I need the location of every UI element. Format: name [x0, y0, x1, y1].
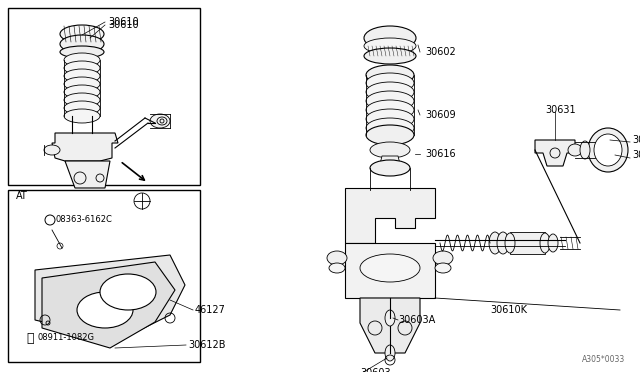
Polygon shape — [35, 255, 185, 340]
Bar — [510, 232, 545, 254]
Ellipse shape — [385, 345, 395, 361]
Text: 30612B: 30612B — [188, 340, 225, 350]
Text: 30610: 30610 — [108, 17, 139, 27]
Ellipse shape — [64, 85, 100, 99]
Ellipse shape — [366, 118, 414, 138]
Text: 30602: 30602 — [425, 47, 456, 57]
Ellipse shape — [364, 48, 416, 64]
Text: 30617: 30617 — [632, 135, 640, 145]
Ellipse shape — [60, 46, 104, 58]
Text: 08911-1082G: 08911-1082G — [38, 334, 95, 343]
Ellipse shape — [364, 38, 416, 54]
Text: 30631: 30631 — [545, 105, 575, 115]
Ellipse shape — [433, 251, 453, 265]
Text: 30616: 30616 — [425, 149, 456, 159]
Ellipse shape — [77, 292, 133, 328]
Polygon shape — [65, 161, 110, 188]
Ellipse shape — [64, 101, 100, 115]
Text: 08363-6162C: 08363-6162C — [56, 215, 113, 224]
Ellipse shape — [505, 233, 515, 253]
Ellipse shape — [385, 310, 395, 326]
Polygon shape — [380, 156, 400, 164]
Text: A305*0033: A305*0033 — [582, 356, 625, 365]
Ellipse shape — [366, 91, 414, 111]
Text: 30610: 30610 — [108, 20, 139, 30]
Ellipse shape — [370, 160, 410, 176]
Text: 30603: 30603 — [360, 368, 390, 372]
Ellipse shape — [64, 77, 100, 91]
Bar — [8, 8, 200, 185]
Ellipse shape — [540, 233, 550, 253]
Text: 30603A: 30603A — [398, 315, 435, 325]
Ellipse shape — [497, 232, 509, 254]
Text: 30618: 30618 — [632, 150, 640, 160]
Ellipse shape — [568, 144, 582, 156]
Text: 30609: 30609 — [425, 110, 456, 120]
Text: 30610K: 30610K — [490, 305, 527, 315]
Text: 46127: 46127 — [195, 305, 226, 315]
Ellipse shape — [364, 26, 416, 50]
Ellipse shape — [64, 69, 100, 83]
Ellipse shape — [60, 25, 104, 43]
Ellipse shape — [548, 234, 558, 252]
Bar — [8, 190, 200, 362]
Ellipse shape — [435, 263, 451, 273]
Text: AT: AT — [16, 191, 28, 201]
Ellipse shape — [64, 61, 100, 75]
Ellipse shape — [64, 109, 100, 123]
Polygon shape — [52, 133, 118, 161]
Ellipse shape — [366, 109, 414, 129]
Ellipse shape — [366, 65, 414, 85]
Ellipse shape — [366, 125, 414, 145]
Ellipse shape — [329, 263, 345, 273]
Ellipse shape — [327, 251, 347, 265]
Polygon shape — [345, 243, 435, 298]
Ellipse shape — [366, 82, 414, 102]
Ellipse shape — [360, 254, 420, 282]
Ellipse shape — [100, 274, 156, 310]
Ellipse shape — [366, 100, 414, 120]
Polygon shape — [42, 262, 175, 348]
Ellipse shape — [366, 73, 414, 93]
Text: ⓝ: ⓝ — [26, 331, 33, 344]
Polygon shape — [535, 140, 575, 166]
Ellipse shape — [370, 142, 410, 158]
Ellipse shape — [64, 93, 100, 107]
Ellipse shape — [150, 114, 170, 128]
Polygon shape — [360, 298, 420, 353]
Polygon shape — [345, 188, 435, 243]
Ellipse shape — [44, 145, 60, 155]
Ellipse shape — [64, 53, 100, 67]
Ellipse shape — [580, 141, 590, 159]
Ellipse shape — [489, 232, 501, 254]
Ellipse shape — [60, 35, 104, 53]
Ellipse shape — [588, 128, 628, 172]
Ellipse shape — [594, 134, 622, 166]
